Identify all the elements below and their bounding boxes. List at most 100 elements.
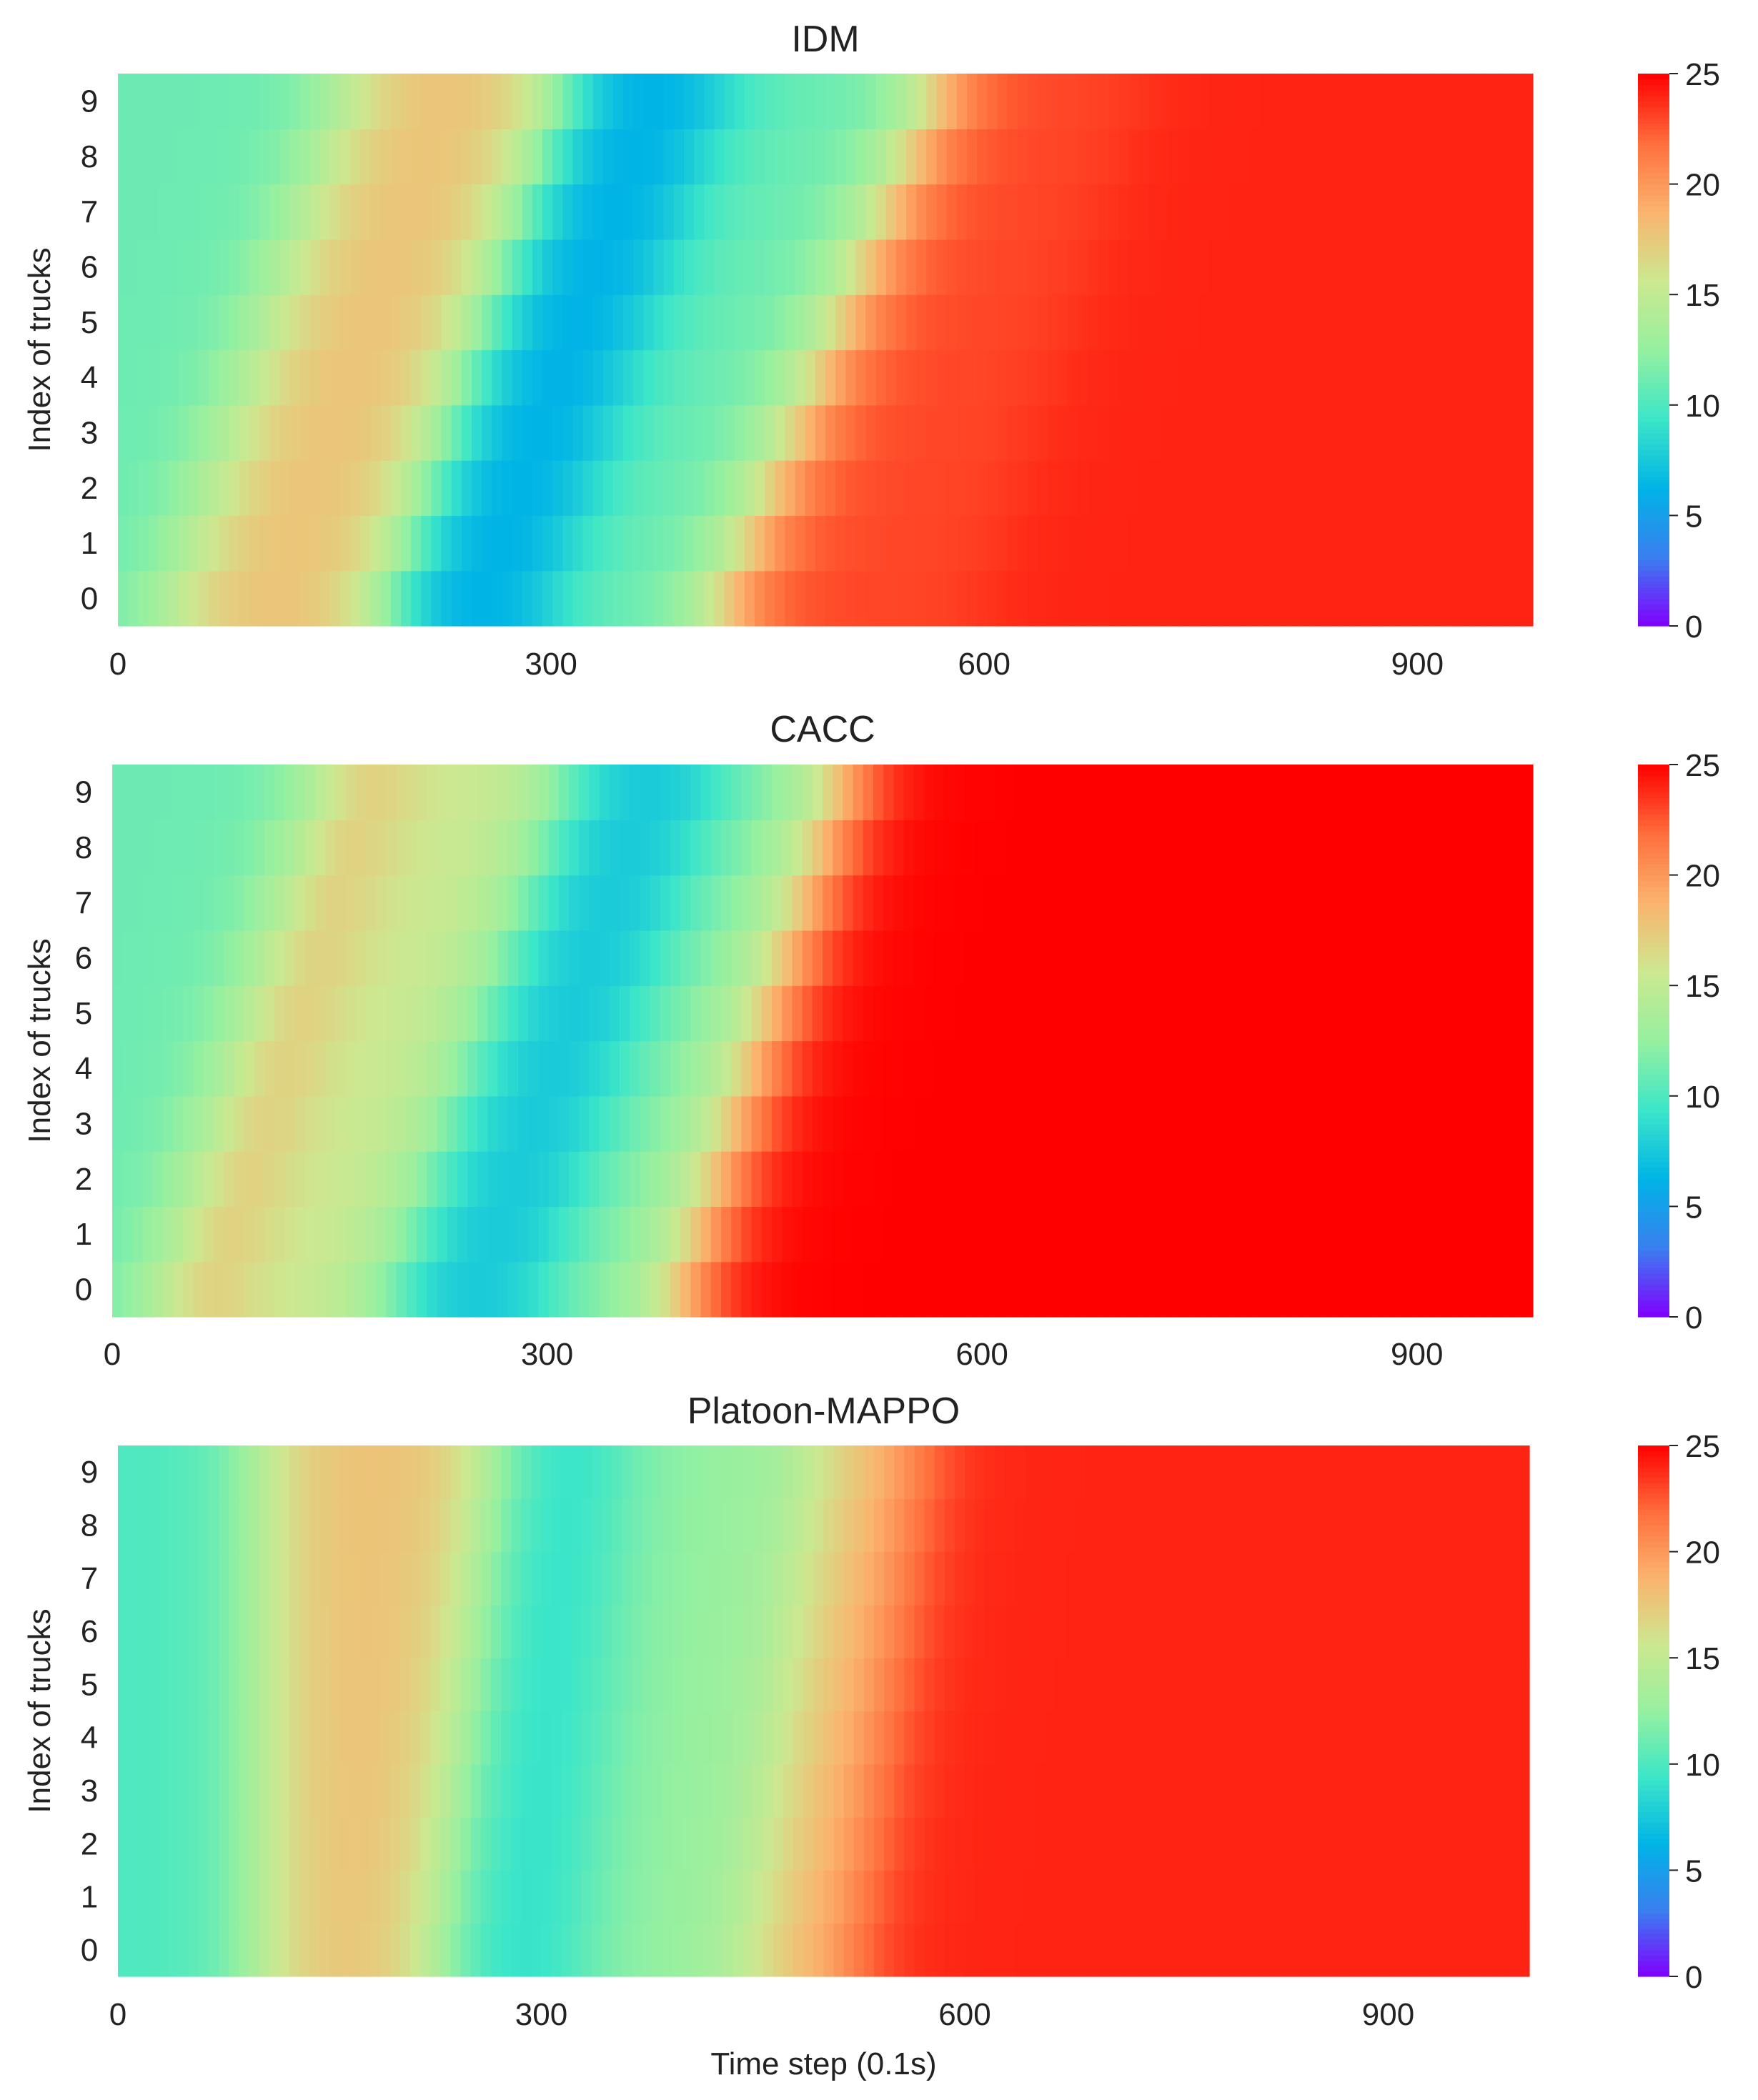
- heatmap-cell: [531, 1923, 542, 1977]
- colorbar-segment: [1638, 1796, 1669, 1802]
- heatmap-cell: [325, 930, 336, 986]
- heatmap-cell: [1038, 184, 1048, 240]
- colorbar-segment: [1638, 825, 1669, 832]
- heatmap-cell: [209, 404, 220, 461]
- heatmap-cell: [663, 460, 675, 516]
- heatmap-cell: [1428, 1658, 1439, 1712]
- heatmap-cell: [660, 1261, 671, 1318]
- heatmap-cell: [460, 1658, 472, 1712]
- heatmap-cell: [1126, 1763, 1137, 1818]
- heatmap-cell: [229, 515, 240, 572]
- heatmap-cell: [823, 1206, 833, 1263]
- heatmap-cell: [956, 129, 968, 185]
- heatmap-cell: [1068, 184, 1079, 240]
- colorbar-segment: [1638, 1514, 1669, 1521]
- heatmap-cell: [773, 1658, 784, 1712]
- colorbar-tick-label: 25: [1685, 57, 1720, 92]
- heatmap-cell: [1431, 515, 1443, 572]
- heatmap-cell: [684, 460, 695, 516]
- heatmap-cell: [1025, 1498, 1036, 1553]
- y-tick-label: 3: [81, 415, 98, 450]
- heatmap-cell: [721, 985, 732, 1042]
- colorbar-segment: [1638, 543, 1669, 549]
- heatmap-cell: [650, 875, 661, 931]
- heatmap-cell: [512, 129, 523, 185]
- heatmap-cell: [1381, 129, 1392, 185]
- heatmap-cell: [118, 1711, 129, 1765]
- heatmap-cell: [613, 74, 624, 129]
- heatmap-cell: [1026, 765, 1036, 820]
- heatmap-cell: [1391, 1206, 1401, 1263]
- heatmap-cell: [430, 1870, 442, 1924]
- colorbar-segment: [1638, 1063, 1669, 1069]
- heatmap-cell: [1439, 1498, 1449, 1553]
- heatmap-cell: [1076, 930, 1087, 986]
- heatmap-cell: [152, 930, 164, 986]
- heatmap-cell: [724, 74, 735, 129]
- heatmap-cell: [1499, 1658, 1510, 1712]
- heatmap-cell: [360, 239, 372, 295]
- heatmap-cell: [1046, 875, 1057, 931]
- heatmap-cell: [294, 1151, 306, 1207]
- heatmap-cell: [345, 1261, 357, 1318]
- heatmap-cell: [406, 985, 417, 1042]
- heatmap-cell: [1086, 1095, 1097, 1152]
- heatmap-cell: [178, 349, 189, 406]
- heatmap-cell: [1522, 294, 1534, 351]
- heatmap-cell: [118, 129, 129, 185]
- heatmap-cell: [1441, 129, 1453, 185]
- heatmap-cell: [138, 460, 149, 516]
- heatmap-cell: [1479, 1870, 1490, 1924]
- heatmap-cell: [1157, 1151, 1168, 1207]
- heatmap-cell: [349, 1763, 361, 1818]
- heatmap-cell: [1378, 1923, 1389, 1977]
- heatmap-cell: [1248, 820, 1260, 876]
- heatmap-cell: [965, 1498, 975, 1553]
- heatmap-cell: [501, 1923, 512, 1977]
- heatmap-cell: [1247, 1923, 1258, 1977]
- heatmap-cell: [1522, 74, 1534, 129]
- heatmap-cell: [531, 1870, 542, 1924]
- heatmap-cell: [997, 74, 1008, 129]
- heatmap-cell: [189, 404, 199, 461]
- heatmap-cell: [259, 1711, 270, 1765]
- heatmap-cell: [128, 515, 139, 572]
- heatmap-cell: [457, 1261, 468, 1318]
- colorbar-segment: [1638, 200, 1669, 207]
- heatmap-cell: [1512, 1261, 1524, 1318]
- heatmap-cell: [1441, 460, 1453, 516]
- heatmap-cell: [1209, 349, 1221, 406]
- heatmap-cell: [1492, 1151, 1503, 1207]
- panel-title: CACC: [770, 709, 875, 750]
- heatmap-cell: [815, 239, 826, 295]
- heatmap-cell: [1116, 1923, 1127, 1977]
- heatmap-cell: [319, 1711, 330, 1765]
- heatmap-cell: [633, 404, 645, 461]
- colorbar-segment: [1638, 775, 1669, 782]
- heatmap-cell: [1489, 1551, 1500, 1606]
- heatmap-cell: [985, 1817, 995, 1871]
- heatmap-cell: [581, 1817, 592, 1871]
- heatmap-cell: [1378, 1763, 1389, 1818]
- heatmap-cell: [501, 1445, 512, 1499]
- heatmap-cell: [936, 239, 948, 295]
- heatmap-cell: [518, 820, 529, 876]
- heatmap-cell: [1310, 404, 1321, 461]
- colorbar-segment: [1638, 1118, 1669, 1125]
- heatmap-cell: [690, 1261, 702, 1318]
- heatmap-cell: [1502, 820, 1514, 876]
- heatmap-cell: [142, 820, 154, 876]
- heatmap-cell: [128, 1498, 139, 1553]
- heatmap-cell: [613, 404, 624, 461]
- heatmap-cell: [390, 74, 402, 129]
- heatmap-cell: [1451, 1151, 1463, 1207]
- heatmap-cell: [345, 820, 357, 876]
- heatmap-cell: [1512, 239, 1524, 295]
- heatmap-cell: [1128, 74, 1140, 129]
- heatmap-cell: [1168, 239, 1180, 295]
- heatmap-cell: [122, 875, 133, 931]
- heatmap-cell: [1502, 294, 1514, 351]
- heatmap-cell: [904, 1763, 915, 1818]
- heatmap-cell: [609, 1151, 620, 1207]
- heatmap-cell: [1179, 74, 1190, 129]
